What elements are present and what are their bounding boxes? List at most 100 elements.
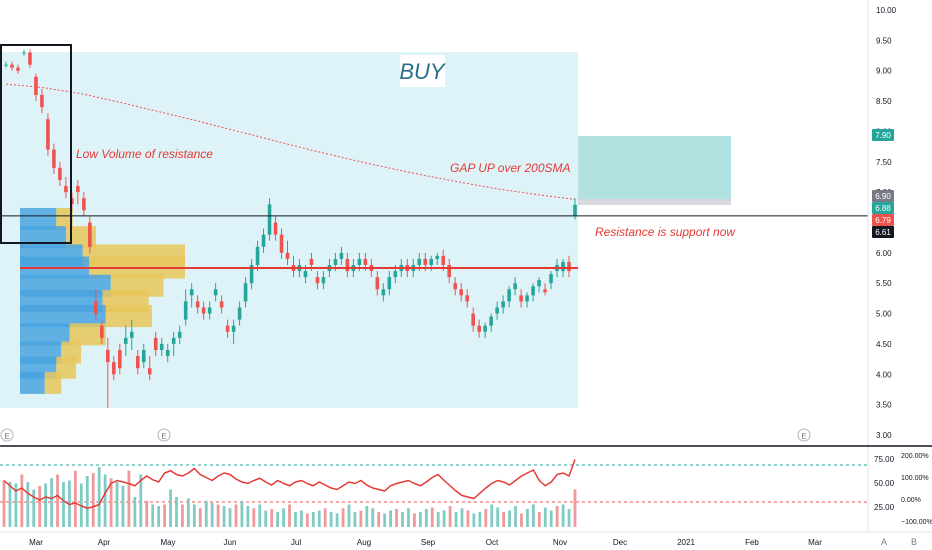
support-annotation-bg <box>590 223 720 241</box>
candle-body <box>141 350 146 363</box>
volume-bar <box>198 508 202 527</box>
volume-bar <box>478 512 482 527</box>
time-tick-label: May <box>160 538 175 547</box>
indicator-tick-label: 25.00 <box>874 503 895 512</box>
volume-bar <box>413 513 416 527</box>
volume-bar <box>246 506 250 527</box>
price-tick-label: 6.00 <box>876 249 892 258</box>
candle-body <box>213 289 218 296</box>
profile-bar-down <box>20 323 70 346</box>
candle-body <box>195 301 200 308</box>
volume-bar <box>169 489 172 527</box>
volume-bar <box>103 474 107 527</box>
volume-bar <box>395 509 398 527</box>
indicator-tick-label: 75.00 <box>874 455 895 464</box>
candle-body <box>159 343 164 350</box>
volume-bar <box>44 483 48 527</box>
candlestick-series <box>4 49 577 408</box>
candle-body <box>225 325 230 332</box>
volume-bar <box>139 474 143 527</box>
low-volume-annotation: Low Volume of resistance <box>76 147 213 161</box>
indicator-tick-label: 50.00 <box>874 479 895 488</box>
earnings-marker-1[interactable]: E <box>0 428 14 442</box>
candle-body <box>417 258 422 265</box>
candle-body <box>333 258 338 265</box>
volume-bar <box>258 504 262 527</box>
volume-bar <box>401 512 404 527</box>
price-badge-label: 6.79 <box>875 216 891 225</box>
volume-bar <box>311 512 315 527</box>
volume-bar <box>121 485 125 527</box>
profile-bar-up <box>105 305 152 328</box>
candle-body <box>255 246 260 265</box>
candle-body <box>543 289 547 293</box>
volume-bar <box>288 504 291 527</box>
volume-bar <box>371 508 375 527</box>
candle-body <box>58 167 62 180</box>
price-tick-label: 5.00 <box>876 310 892 319</box>
volume-bar <box>204 500 208 527</box>
volume-bar <box>2 480 6 527</box>
indicator-pane[interactable] <box>0 459 868 528</box>
earnings-marker-2[interactable]: E <box>157 428 171 442</box>
volume-bar <box>555 506 559 527</box>
gap-up-annotation: GAP UP over 200SMA <box>450 161 571 175</box>
candle-body <box>339 252 344 259</box>
volume-bar <box>32 489 36 527</box>
volume-bar <box>365 506 369 527</box>
volume-bar <box>97 467 101 527</box>
volume-bar <box>490 504 494 527</box>
volume-bar <box>353 512 357 527</box>
time-axis[interactable]: Mar Apr May Jun Jul Aug Sep Oct Nov Dec 2021 Feb Mar <box>29 538 822 547</box>
indicator-percent-label: 100.00% <box>901 475 929 482</box>
time-tick-label: Dec <box>613 538 627 547</box>
price-tick-label: 9.00 <box>876 67 892 76</box>
earnings-marker-label: E <box>161 432 166 441</box>
buy-zone-highlight <box>0 52 578 408</box>
auto-scale-button[interactable]: A <box>881 537 887 547</box>
candle-body <box>423 258 428 265</box>
candle-body <box>147 368 152 375</box>
entry-zone <box>578 199 731 205</box>
indicator-line <box>3 459 576 510</box>
volume-bar <box>407 508 410 527</box>
candle-body <box>483 325 487 332</box>
candle-body <box>531 286 535 296</box>
candle-body <box>201 307 206 314</box>
volume-bar <box>85 476 89 527</box>
earnings-marker-label: E <box>801 432 806 441</box>
candle-body <box>495 307 499 314</box>
candle-body <box>549 274 553 284</box>
candle-body <box>315 277 320 284</box>
log-scale-button[interactable]: B <box>911 537 917 547</box>
time-tick-label: Mar <box>29 538 43 547</box>
candle-body <box>465 295 469 302</box>
volume-bar <box>543 507 547 527</box>
volume-bar <box>484 509 488 527</box>
low-volume-box <box>0 44 72 244</box>
volume-bar <box>234 504 238 527</box>
volume-bar <box>436 512 440 527</box>
time-tick-label: Oct <box>486 538 499 547</box>
candle-body <box>441 255 446 265</box>
candle-body <box>112 362 116 375</box>
volume-bar <box>317 510 321 527</box>
volume-bar <box>133 497 137 527</box>
candle-body <box>34 76 38 95</box>
volume-bar <box>157 506 161 527</box>
candle-body <box>381 289 386 296</box>
candle-body <box>519 295 523 302</box>
buy-label: BUY <box>399 59 446 84</box>
candle-body <box>471 313 475 326</box>
volume-bar <box>109 478 113 527</box>
volume-bar <box>26 482 30 527</box>
profile-bar-down <box>20 371 45 394</box>
sma200-path <box>5 83 576 200</box>
candle-body <box>16 67 20 71</box>
earnings-marker-3[interactable]: E <box>797 428 811 442</box>
candle-body <box>525 295 529 302</box>
candle-body <box>177 331 182 338</box>
volume-bar <box>424 509 428 527</box>
price-tick-label: 9.50 <box>876 36 892 45</box>
